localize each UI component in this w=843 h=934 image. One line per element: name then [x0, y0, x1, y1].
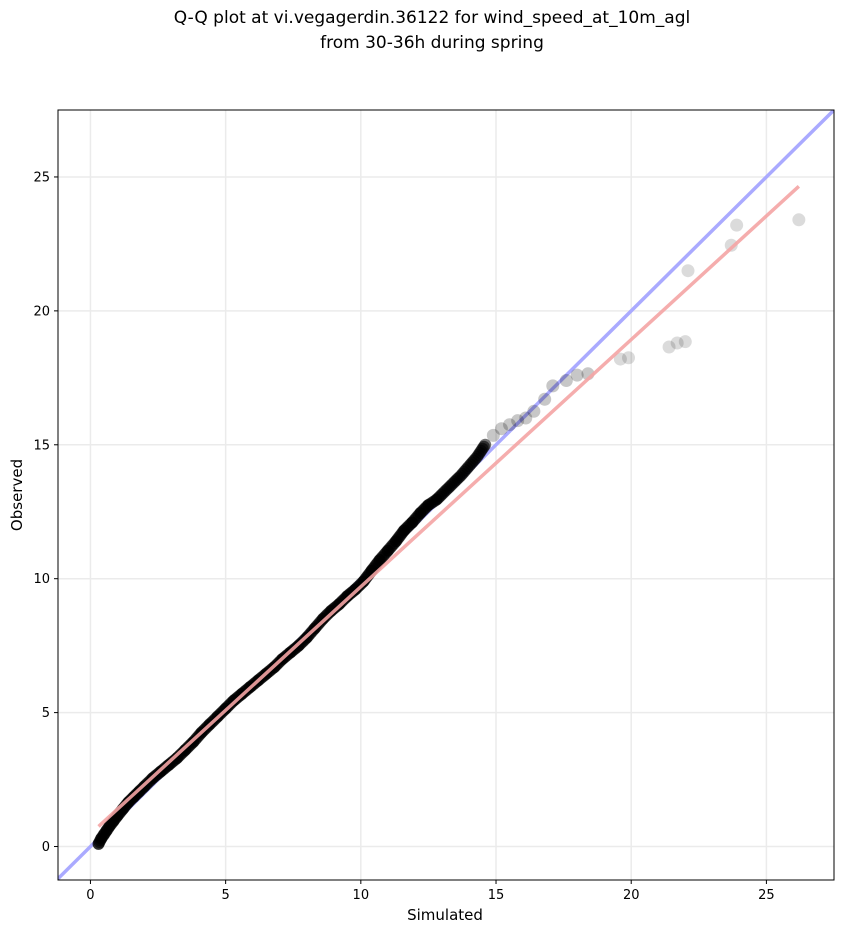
x-tick-label: 0 [86, 888, 94, 903]
x-tick-label: 10 [353, 888, 370, 903]
x-tick-label: 20 [623, 888, 640, 903]
data-point [527, 404, 541, 418]
data-point [613, 352, 627, 366]
x-axis-ticks: 0 5 10 15 20 25 [86, 880, 775, 903]
plot-area [58, 110, 834, 880]
data-point [724, 238, 738, 252]
x-tick-label: 25 [758, 888, 775, 903]
data-point [570, 368, 584, 382]
data-point [670, 336, 684, 350]
x-axis-label: Simulated [407, 906, 483, 924]
plot-frame [57, 109, 835, 881]
x-tick-label: 15 [488, 888, 505, 903]
data-point [662, 340, 676, 354]
data-point [538, 392, 552, 406]
fit-line [97, 185, 801, 828]
data-point [559, 374, 573, 388]
y-tick-label: 20 [33, 304, 50, 319]
y-axis-ticks: 0 5 10 15 20 25 [33, 170, 58, 855]
data-point [681, 264, 695, 278]
data-point [503, 418, 517, 432]
data-point [479, 438, 492, 451]
y-tick-label: 0 [42, 840, 50, 855]
y-tick-label: 15 [33, 438, 50, 453]
y-tick-label: 10 [33, 572, 50, 587]
data-point [486, 428, 500, 442]
x-tick-label: 5 [221, 888, 229, 903]
data-point [494, 422, 508, 436]
grid [58, 110, 834, 880]
chart-title-line-2: from 30-36h during spring [320, 33, 544, 53]
y-tick-label: 5 [42, 706, 50, 721]
chart-title-line-1: Q-Q plot at vi.vegagerdin.36122 for wind… [174, 8, 690, 28]
data-points [92, 213, 806, 850]
data-point [546, 379, 560, 393]
data-point [678, 335, 692, 349]
data-point [519, 411, 533, 425]
data-point [511, 414, 525, 428]
data-point [792, 213, 806, 227]
y-tick-label: 25 [33, 170, 50, 185]
data-point [730, 218, 744, 232]
data-point [622, 351, 636, 365]
y-axis-label: Observed [8, 459, 26, 531]
